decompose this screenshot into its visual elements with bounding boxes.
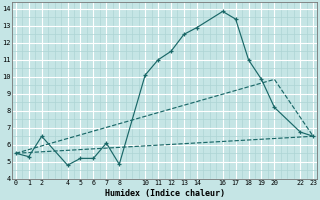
X-axis label: Humidex (Indice chaleur): Humidex (Indice chaleur) — [105, 189, 225, 198]
